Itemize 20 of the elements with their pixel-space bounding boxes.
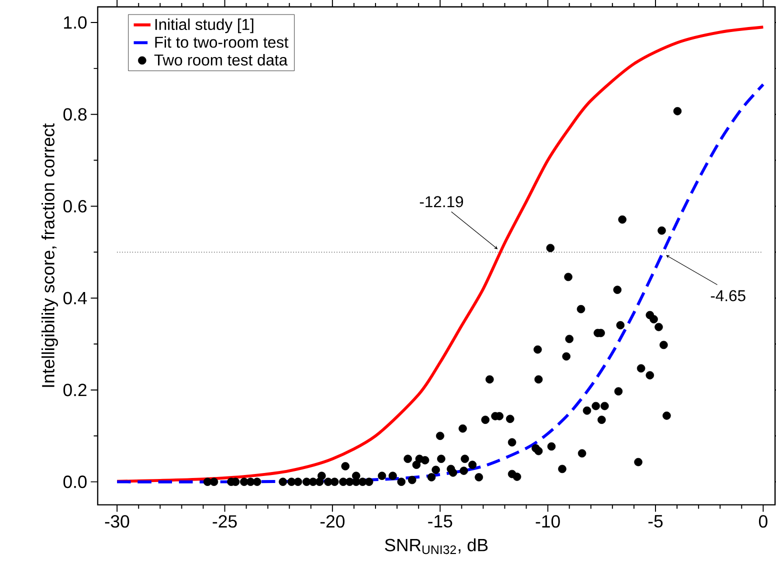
x-tick-label: -15 — [428, 515, 452, 528]
y-tick-label: 0.2 — [63, 384, 86, 396]
y-tick-label: 0.6 — [63, 200, 87, 213]
y-tick-label: 0.0 — [63, 476, 87, 488]
legend-label: Fit to two-room test — [155, 36, 288, 48]
x-tick-label: -5 — [648, 515, 663, 528]
y-axis-title: Intelligibility score, fraction correct — [41, 123, 58, 387]
x-tick-label: -25 — [212, 515, 237, 528]
x-axis-title: SNR$_{UNI32}$, dB — [384, 538, 488, 554]
y-tick-label: 0.4 — [63, 292, 87, 304]
x-tick-label: -20 — [320, 515, 345, 528]
annotation: -4.65 — [710, 290, 746, 302]
annotation: -12.19 — [420, 196, 464, 208]
legend-label: Two room test data — [154, 54, 288, 66]
y-tick-label: 0.8 — [63, 108, 87, 121]
x-tick-label: -30 — [105, 515, 130, 528]
legend-label: Initial study [1] — [155, 18, 254, 34]
y-tick-label: 1.0 — [64, 16, 87, 29]
x-tick-label: 0 — [758, 515, 768, 528]
x-tick-label: -10 — [536, 515, 560, 528]
